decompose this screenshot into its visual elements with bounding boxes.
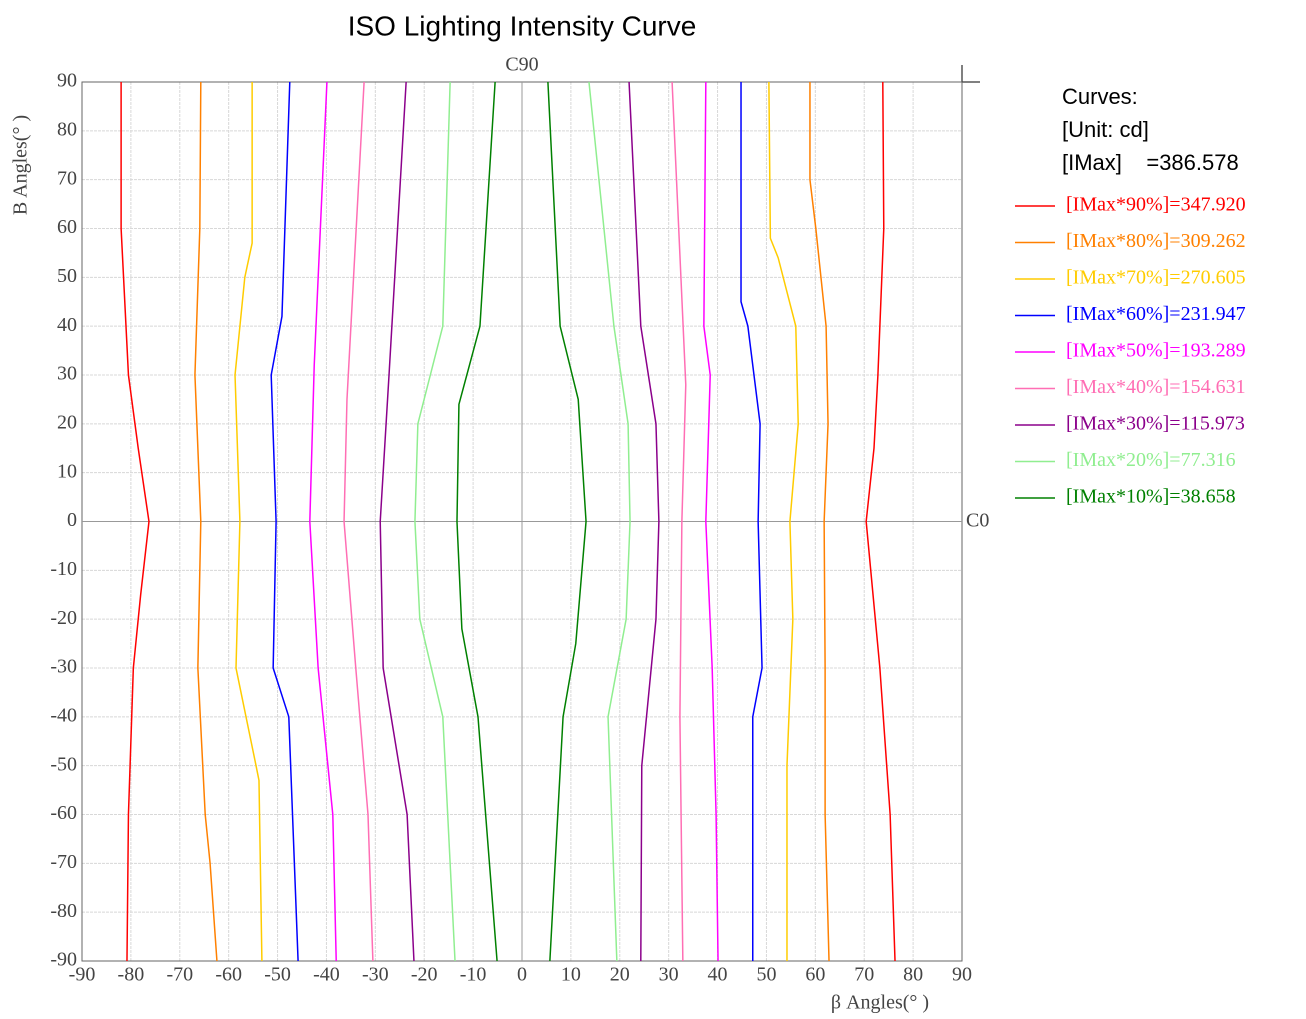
- legend-unit: [Unit: cd]: [1062, 117, 1149, 142]
- iso-curve: [120, 81, 896, 962]
- x-tick-label: -20: [411, 964, 438, 986]
- legend-label: [IMax*50%]=193.289: [1066, 340, 1246, 362]
- legend-title: Curves:: [1062, 84, 1138, 109]
- y-tick-label: 90: [57, 70, 77, 92]
- x-tick-label: -60: [215, 964, 242, 986]
- y-tick-label: 20: [57, 411, 77, 433]
- legend-label: [IMax*20%]=77.316: [1066, 449, 1236, 471]
- x-tick-label: 70: [854, 964, 874, 986]
- legend-label: [IMax*40%]=154.631: [1066, 376, 1246, 398]
- x-tick-label: 90: [952, 964, 972, 986]
- legend-label: [IMax*30%]=115.973: [1066, 413, 1245, 435]
- x-tick-label: 20: [610, 964, 630, 986]
- y-tick-label: 50: [57, 265, 77, 287]
- x-tick-label: -40: [313, 964, 340, 986]
- chart-title: ISO Lighting Intensity Curve: [348, 10, 697, 41]
- x-tick-label: -30: [362, 964, 389, 986]
- legend-max: [IMax] =386.578: [1062, 150, 1239, 175]
- iso-curve: [414, 81, 631, 962]
- x-tick-label: 60: [805, 964, 825, 986]
- y-tick-label: -90: [50, 949, 77, 971]
- y-tick-label: -50: [50, 753, 77, 775]
- x-tick-label: 10: [561, 964, 581, 986]
- x-tick-label: -80: [118, 964, 145, 986]
- y-tick-label: 70: [57, 167, 77, 189]
- x-tick-label: 40: [708, 964, 728, 986]
- y-tick-label: -70: [50, 851, 77, 873]
- y-tick-label: -60: [50, 802, 77, 824]
- right-label: C0: [966, 510, 989, 532]
- y-axis-label: B Angles(° ): [10, 115, 32, 215]
- x-tick-label: 30: [659, 964, 679, 986]
- y-tick-label: 40: [57, 314, 77, 336]
- iso-curve: [343, 81, 687, 962]
- iso-curve: [456, 81, 587, 962]
- y-tick-label: -30: [50, 656, 77, 678]
- x-tick-label: -50: [264, 964, 291, 986]
- x-tick-label: 50: [756, 964, 776, 986]
- iso-curve: [234, 81, 799, 962]
- y-tick-label: -40: [50, 704, 77, 726]
- iso-curve: [309, 81, 719, 962]
- y-tick-label: 30: [57, 363, 77, 385]
- x-tick-label: -10: [460, 964, 487, 986]
- y-tick-label: 80: [57, 118, 77, 140]
- y-tick-label: -80: [50, 900, 77, 922]
- y-tick-label: 60: [57, 216, 77, 238]
- legend-label: [IMax*90%]=347.920: [1066, 194, 1246, 216]
- x-tick-label: -70: [166, 964, 193, 986]
- x-tick-label: 80: [903, 964, 923, 986]
- iso-curve: [194, 81, 830, 962]
- iso-curve: [379, 81, 660, 962]
- legend-label: [IMax*60%]=231.947: [1066, 303, 1246, 325]
- top-label: C90: [505, 54, 538, 76]
- x-axis-label: β Angles(° ): [831, 992, 929, 1014]
- x-tick-label: -90: [69, 964, 96, 986]
- legend-label: [IMax*70%]=270.605: [1066, 267, 1246, 289]
- legend-label: [IMax*80%]=309.262: [1066, 230, 1246, 252]
- y-tick-label: 10: [57, 460, 77, 482]
- y-tick-label: -10: [50, 558, 77, 580]
- y-tick-label: -20: [50, 607, 77, 629]
- y-tick-label: 0: [67, 509, 77, 531]
- iso-curve: [270, 81, 763, 962]
- x-tick-label: 0: [517, 964, 527, 986]
- legend-label: [IMax*10%]=38.658: [1066, 486, 1236, 508]
